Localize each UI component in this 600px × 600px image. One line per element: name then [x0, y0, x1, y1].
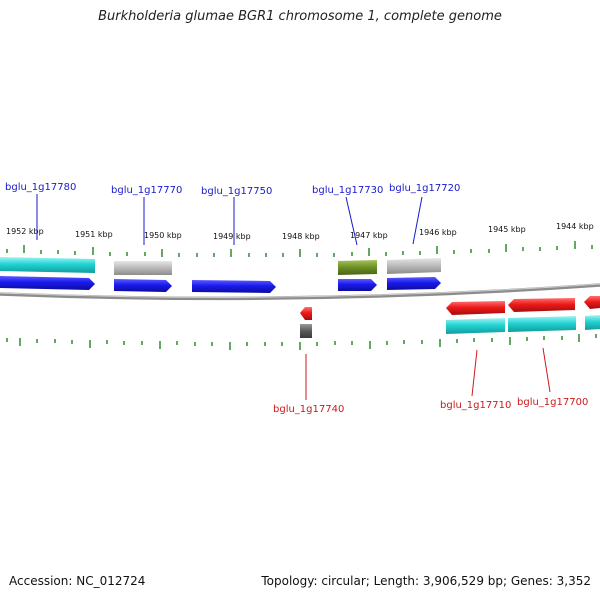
- gene-label: bglu_1g17770: [111, 185, 182, 196]
- forward-gene-labels: bglu_1g17780 bglu_1g17770 bglu_1g17750 b…: [5, 182, 460, 197]
- forward-cds-arrow: [387, 277, 441, 290]
- lower-scale-ticks: [6, 334, 597, 350]
- gene-label: bglu_1g17720: [389, 183, 460, 194]
- chromosome-backbone: [0, 283, 600, 301]
- cyan-feature: [508, 316, 576, 332]
- gene-label: bglu_1g17710: [440, 400, 511, 411]
- scale-label: 1948 kbp: [282, 232, 320, 241]
- forward-cds-arrow: [0, 276, 95, 290]
- reverse-gene-labels: bglu_1g17740 bglu_1g17710 bglu_1g17700: [273, 397, 588, 415]
- forward-gene-leaders: [36, 194, 423, 246]
- gene-label: bglu_1g17740: [273, 404, 344, 415]
- scale-labels: 1952 kbp 1951 kbp 1950 kbp 1949 kbp 1948…: [6, 222, 594, 241]
- dark-gray-feature: [300, 324, 312, 338]
- reverse-cds-arrow: [584, 296, 600, 309]
- reverse-cds-track: [300, 296, 600, 320]
- scale-label: 1950 kbp: [144, 231, 182, 240]
- accession-label: Accession: NC_012724: [9, 574, 146, 588]
- reverse-gene-leaders: [305, 347, 551, 400]
- reverse-cds-arrow: [300, 307, 312, 320]
- gene-label: bglu_1g17750: [201, 186, 272, 197]
- upper-scale-ticks: [6, 241, 593, 257]
- scale-label: 1945 kbp: [488, 225, 526, 234]
- gene-label: bglu_1g17780: [5, 182, 76, 193]
- gray-feature: [114, 261, 172, 275]
- gene-label: bglu_1g17700: [517, 397, 588, 408]
- genome-summary: Topology: circular; Length: 3,906,529 bp…: [261, 574, 591, 588]
- scale-label: 1944 kbp: [556, 222, 594, 231]
- gray-feature: [387, 258, 441, 274]
- scale-label: 1947 kbp: [350, 231, 388, 240]
- scale-label: 1952 kbp: [6, 227, 44, 236]
- forward-cds-arrow: [338, 279, 377, 291]
- forward-cds-arrow: [192, 280, 276, 293]
- forward-cds-arrow: [114, 279, 172, 292]
- cyan-feature: [446, 318, 505, 334]
- scale-label: 1946 kbp: [419, 228, 457, 237]
- scale-label: 1949 kbp: [213, 232, 251, 241]
- cyan-feature: [0, 257, 95, 273]
- gene-label: bglu_1g17730: [312, 185, 383, 196]
- lower-feature-track: [300, 315, 600, 338]
- upper-feature-track: [0, 257, 441, 275]
- olive-feature: [338, 260, 377, 275]
- reverse-cds-arrow: [446, 301, 505, 315]
- scale-label: 1951 kbp: [75, 230, 113, 239]
- map-title: Burkholderia glumae BGR1 chromosome 1, c…: [98, 9, 502, 24]
- cyan-feature: [585, 315, 600, 330]
- forward-cds-track: [0, 276, 441, 293]
- reverse-cds-arrow: [508, 298, 575, 312]
